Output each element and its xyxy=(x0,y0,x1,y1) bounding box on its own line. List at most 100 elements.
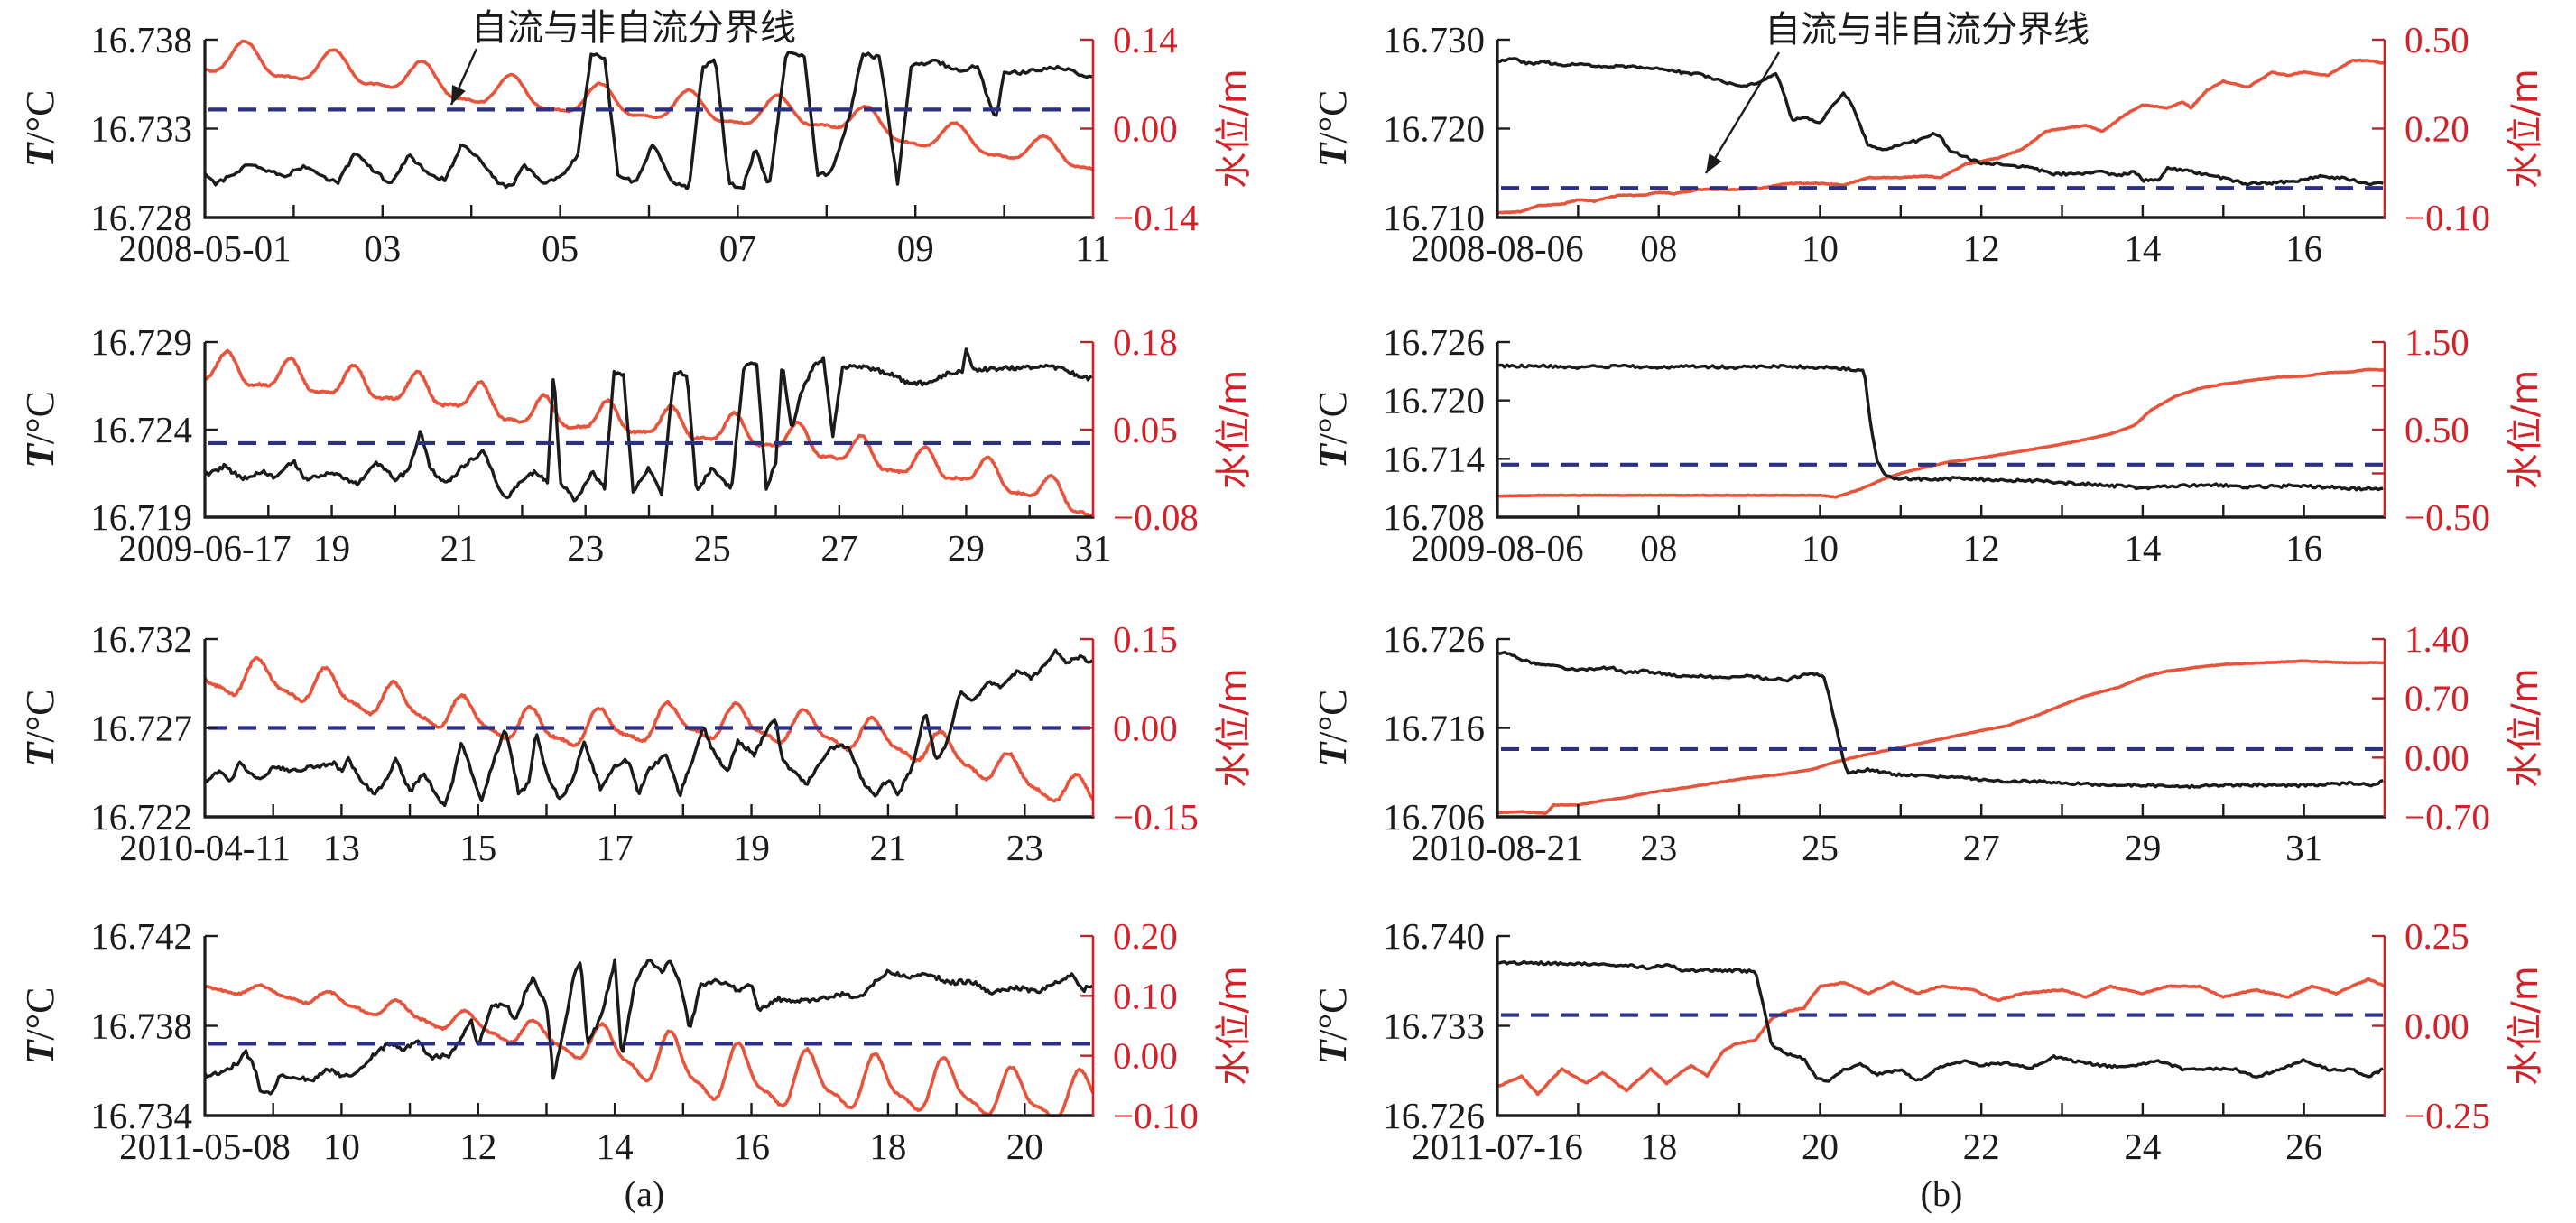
x-tick-label: 16 xyxy=(2285,527,2322,569)
y-tick-label: 16.710 xyxy=(1383,197,1485,238)
water-level-line xyxy=(205,655,1093,803)
chart-panel-b-1: 2008-08-06 08 10 12 14 16 16.710 16.720 16.730 −0… xyxy=(1311,9,2546,269)
x-tick-label: 09 xyxy=(897,227,934,269)
left-axis-title: T/°C xyxy=(1311,391,1355,468)
x-tick-label: 14 xyxy=(597,1126,634,1167)
right-axis-title: 水位/m xyxy=(1213,966,1255,1085)
y2-tick-label: 0.70 xyxy=(2405,678,2469,719)
y-tick-label: 16.719 xyxy=(90,496,192,538)
right-axis-title: 水位/m xyxy=(1213,668,1255,787)
x-tick-label: 21 xyxy=(869,827,906,868)
y2-tick-label: −0.08 xyxy=(1113,496,1199,538)
chart-panel-b-2: 2009-08-06 08 10 12 14 16 16.708 16.714 16.720 16… xyxy=(1311,321,2546,569)
y-tick-label: 16.727 xyxy=(90,708,192,749)
y-tick-label: 16.733 xyxy=(90,108,192,150)
water-level-line xyxy=(1497,58,2385,215)
x-tick-label: 29 xyxy=(948,527,985,569)
y-tick-label: 16.706 xyxy=(1383,796,1485,838)
temperature-line xyxy=(1497,57,2384,187)
x-tick-label: 20 xyxy=(1006,1126,1043,1167)
panels: 2008-05-01 03 05 07 09 11 16.728 16.733 16.738 −0… xyxy=(18,7,2546,1167)
x-tick-label: 10 xyxy=(323,1126,360,1167)
x-tick-label: 2010-04-11 xyxy=(119,827,291,868)
temperature-line xyxy=(1497,363,2384,492)
y2-tick-label: −0.10 xyxy=(2405,197,2490,238)
temperature-line xyxy=(1497,959,2384,1083)
x-tick-label: 18 xyxy=(869,1126,906,1167)
left-axis-title: T/°C xyxy=(1311,89,1355,167)
y2-tick-label: −0.14 xyxy=(1113,197,1199,238)
x-tick-label: 16 xyxy=(2285,227,2322,269)
x-tick-label: 27 xyxy=(820,527,857,569)
y-tick-label: 16.714 xyxy=(1383,438,1485,479)
y-tick-label: 16.724 xyxy=(90,409,192,450)
x-tick-label: 21 xyxy=(440,527,477,569)
y2-tick-label: 0.50 xyxy=(2405,409,2469,450)
x-tick-label: 2011-07-16 xyxy=(1412,1126,1583,1167)
x-tick-label: 23 xyxy=(567,527,604,569)
left-axis-title: T/°C xyxy=(18,391,62,468)
y2-tick-label: 0.20 xyxy=(1113,915,1178,957)
y-tick-label: 16.716 xyxy=(1383,708,1485,749)
y2-tick-label: 0.15 xyxy=(1113,618,1178,660)
y2-tick-label: 1.40 xyxy=(2405,618,2469,660)
x-tick-label: 08 xyxy=(1640,527,1677,569)
right-axis-title: 水位/m xyxy=(1213,370,1255,489)
data-lines xyxy=(205,648,1093,808)
x-tick-label: 16 xyxy=(733,1126,770,1167)
x-tick-label: 26 xyxy=(2285,1126,2322,1167)
x-tick-label: 2008-08-06 xyxy=(1411,227,1583,269)
right-axis-title: 水位/m xyxy=(2505,69,2546,188)
left-axis-title-symbol: T xyxy=(1311,741,1355,767)
y2-tick-label: 0.14 xyxy=(1113,19,1178,60)
y2-tick-label: 1.50 xyxy=(2405,321,2469,363)
left-axis-title-symbol: T xyxy=(1311,142,1355,168)
x-tick-label: 10 xyxy=(1802,527,1839,569)
right-axis-title: 水位/m xyxy=(1213,69,1255,188)
x-tick-label: 25 xyxy=(1802,827,1839,868)
y-tick-label: 16.708 xyxy=(1383,496,1485,538)
y-tick-label: 16.720 xyxy=(1383,108,1485,150)
y2-tick-label: 0.25 xyxy=(2405,915,2469,957)
chart-panel-b-3: 2010-08-21 23 25 27 29 31 16.706 16.716 16.726 −0… xyxy=(1311,618,2546,868)
boundary-annotation-text: 自流与非自流分界线 xyxy=(1765,9,2090,51)
x-tick-label: 2009-06-17 xyxy=(118,527,291,569)
y2-tick-label: 0.10 xyxy=(1113,975,1178,1016)
y2-tick-label: 0.00 xyxy=(1113,708,1178,749)
y2-tick-label: 0.00 xyxy=(1113,108,1178,150)
left-axis-title-unit: /°C xyxy=(18,987,62,1040)
left-axis-title-unit: /°C xyxy=(1311,689,1355,742)
y-tick-label: 16.720 xyxy=(1383,380,1485,422)
x-tick-label: 18 xyxy=(1640,1126,1677,1167)
x-tick-label: 17 xyxy=(597,827,634,868)
x-tick-label: 08 xyxy=(1640,227,1677,269)
y-tick-label: 16.728 xyxy=(90,197,192,238)
y2-tick-label: −0.10 xyxy=(1113,1095,1199,1136)
y-tick-label: 16.730 xyxy=(1383,19,1485,60)
chart-panel-a-2: 2009-06-17 19 21 23 25 27 29 31 16.719 16.724 16.7… xyxy=(18,321,1255,569)
y-tick-label: 16.722 xyxy=(90,796,192,838)
x-tick-label: 11 xyxy=(1075,227,1110,269)
water-level-line xyxy=(1497,977,2385,1097)
x-tick-label: 14 xyxy=(2124,227,2161,269)
temperature-line xyxy=(205,347,1093,503)
water-level-line xyxy=(205,348,1093,518)
right-axis-title: 水位/m xyxy=(2505,966,2546,1085)
y2-tick-label: −0.70 xyxy=(2405,796,2490,838)
x-tick-label: 20 xyxy=(1802,1126,1839,1167)
y2-tick-label: 0.05 xyxy=(1113,409,1178,450)
y-tick-label: 16.738 xyxy=(90,19,192,60)
arrowhead-icon xyxy=(451,85,466,105)
data-lines xyxy=(205,39,1093,191)
water-level-line xyxy=(205,983,1093,1117)
x-tick-label: 19 xyxy=(313,527,350,569)
left-axis-title: T/°C xyxy=(18,689,62,766)
x-tick-label: 2008-05-01 xyxy=(118,227,291,269)
y2-tick-label: 0.50 xyxy=(2405,19,2469,60)
left-axis-title: T/°C xyxy=(1311,987,1355,1064)
x-tick-label: 10 xyxy=(1802,227,1839,269)
data-lines xyxy=(1497,959,2385,1097)
y2-tick-label: −0.50 xyxy=(2405,496,2490,538)
chart-panel-a-4: 2011-05-08 10 12 14 16 18 20 16.734 16.738 16.742… xyxy=(18,915,1255,1167)
y2-tick-label: −0.25 xyxy=(2405,1095,2490,1136)
